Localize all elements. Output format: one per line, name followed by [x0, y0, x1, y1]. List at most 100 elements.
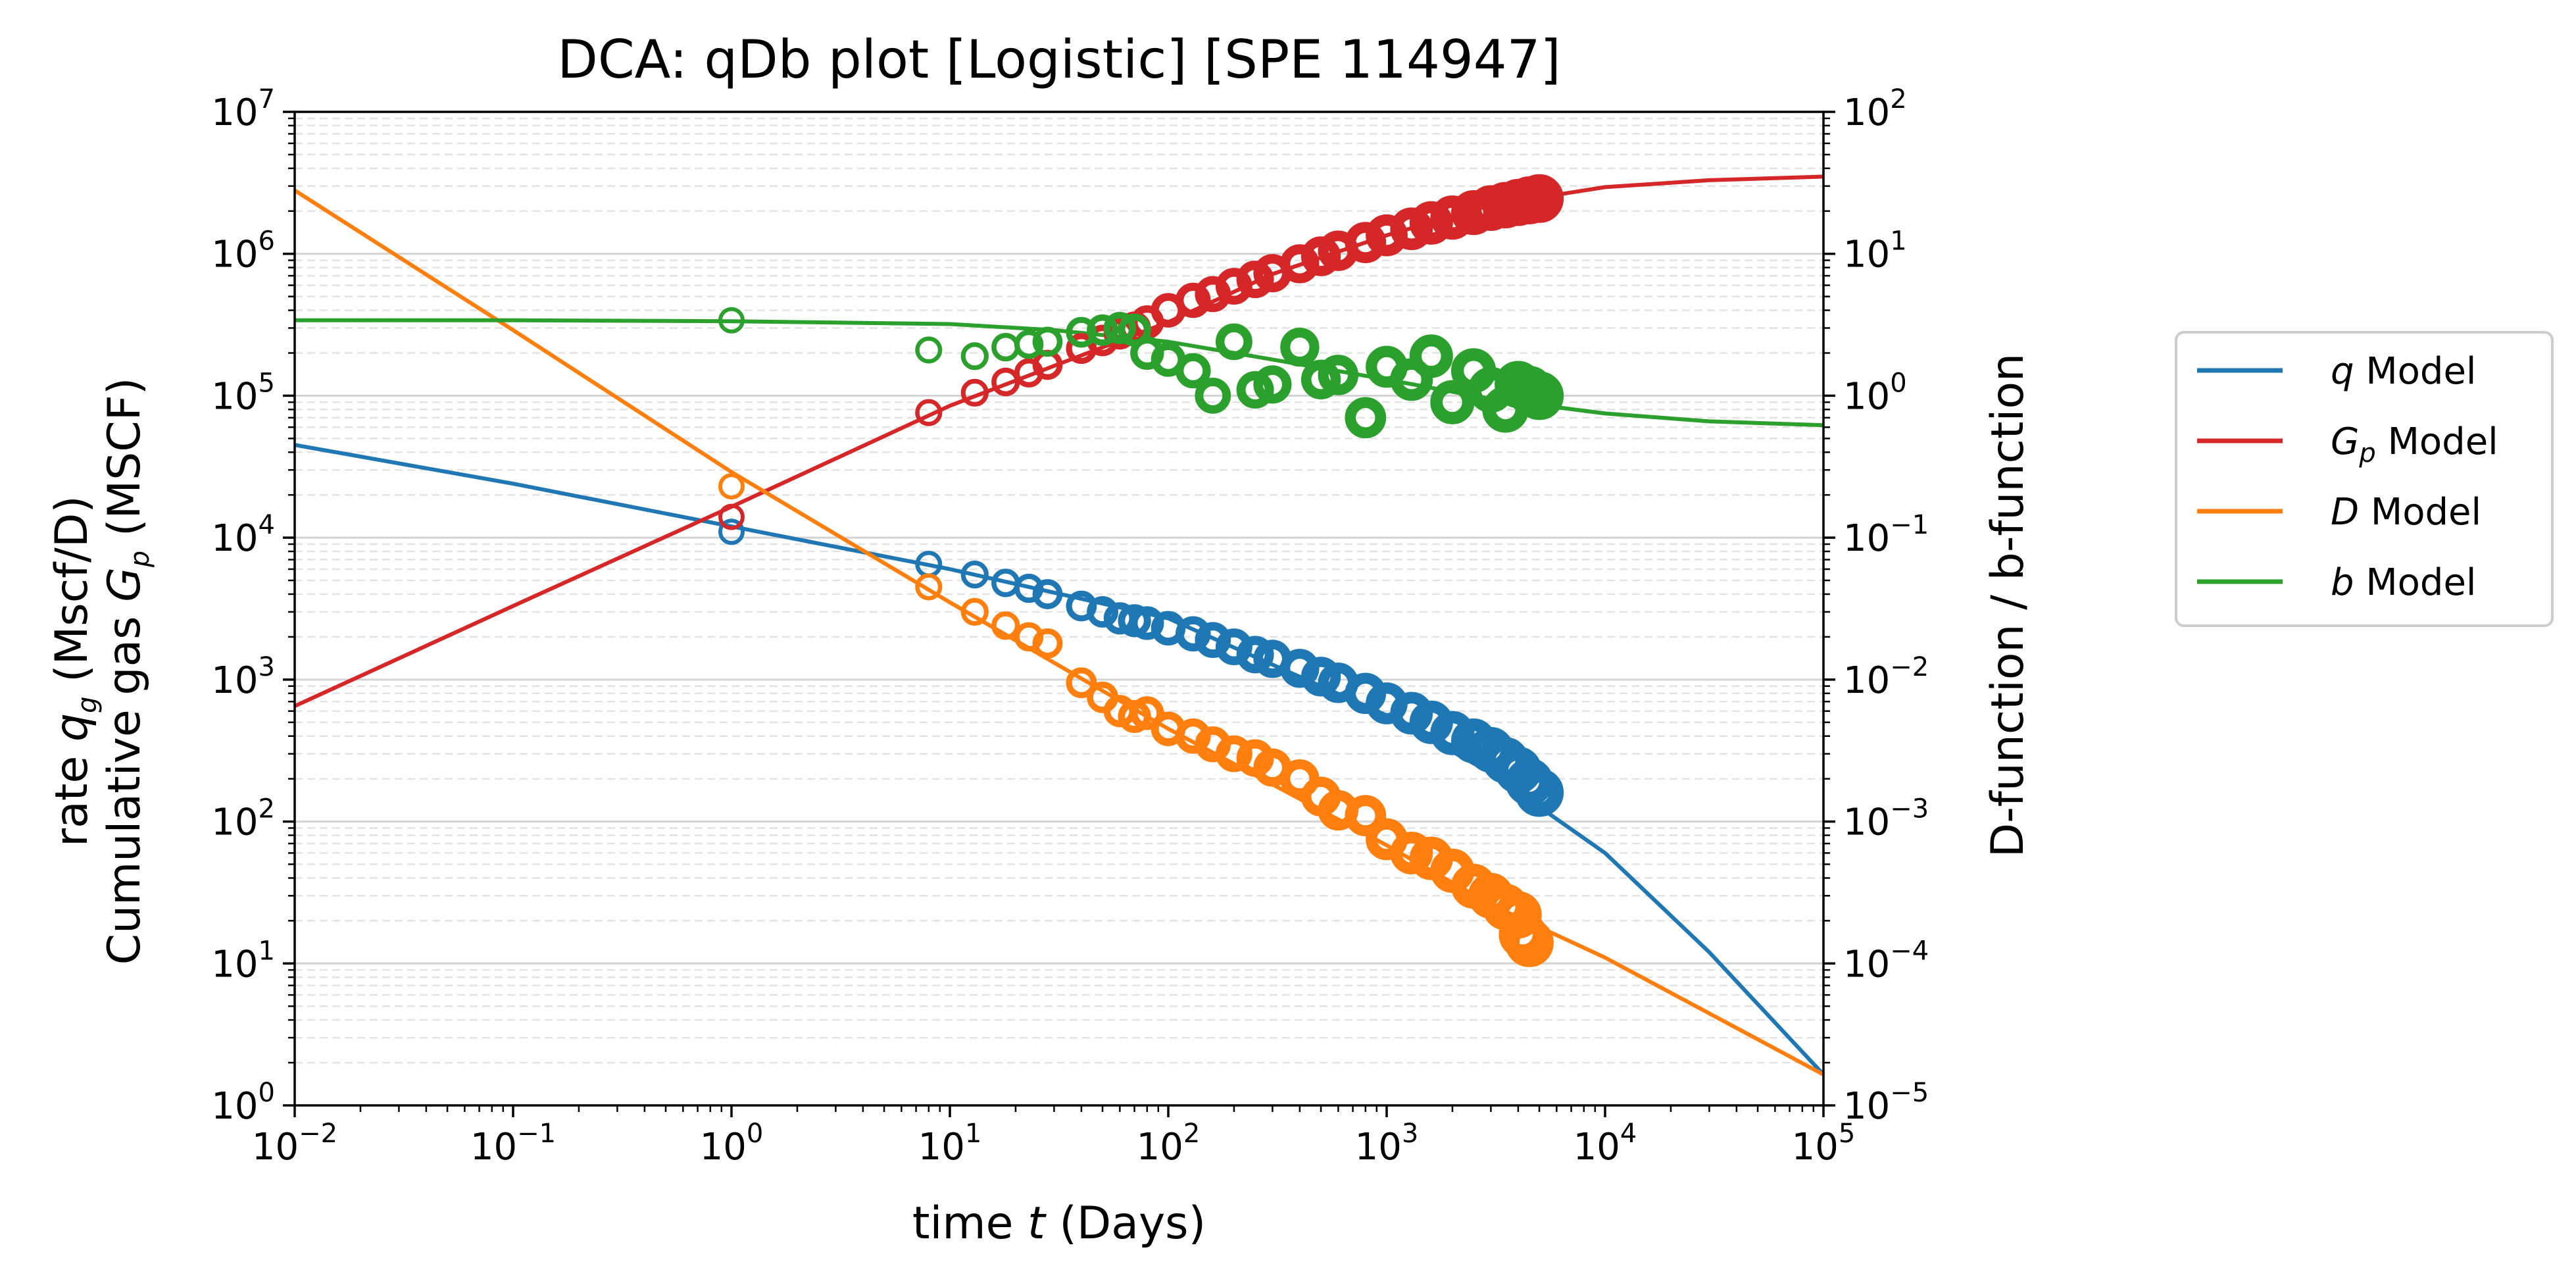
q-data-point [718, 518, 745, 545]
legend-entry: Gp Model [2331, 420, 2498, 468]
x-tick-label: 101 [918, 1119, 982, 1169]
q-data-point [1515, 768, 1564, 817]
legend-entry: D Model [2331, 491, 2481, 534]
b-data-point [1318, 355, 1359, 395]
x-tick-label: 100 [700, 1119, 764, 1169]
D-data-point [1390, 831, 1433, 874]
y-right-tick-label-exponent: −3 [1890, 794, 1929, 824]
y-left-tick-label: 107 [211, 84, 275, 134]
x-tick-label-base: 10 [918, 1126, 965, 1169]
y-left-tick-label-base: 10 [211, 801, 258, 844]
y-right-tick-label: 10−5 [1843, 1078, 1929, 1128]
y-right-tick-label: 10−3 [1843, 794, 1929, 844]
plot-frame [293, 111, 1825, 1107]
Gp-data-point [1515, 174, 1564, 223]
y-right-tick-label: 10−4 [1843, 936, 1929, 986]
x-tick-label-exponent: 2 [1183, 1119, 1200, 1149]
b-data-point [915, 336, 943, 364]
Gp-data-point [1430, 195, 1475, 240]
y-left-tick-label-base: 10 [211, 234, 258, 276]
chart-title: DCA: qDb plot [Logistic] [SPE 114947] [557, 29, 1561, 90]
x-tick-label-exponent: 0 [747, 1119, 763, 1149]
y-left-tick-label: 103 [211, 652, 275, 702]
b-data-point [1515, 371, 1564, 420]
q-data-point [1032, 579, 1063, 609]
legend-var: G [2331, 420, 2359, 463]
y-left-tick-label-exponent: 7 [259, 84, 275, 114]
legend-entry: q Model [2331, 350, 2476, 393]
q-data-point [1430, 711, 1475, 755]
y-left-line2-var: G [99, 567, 151, 602]
D-model-line [293, 188, 1825, 1076]
y-left-tick-label-exponent: 6 [259, 226, 275, 257]
y-right-tick-label: 10−2 [1843, 652, 1929, 702]
y-left-label-line1: rate qg (Mscf/D) [46, 495, 103, 847]
D-data-point [1066, 667, 1097, 699]
y-right-tick-label-base: 10 [1843, 517, 1890, 560]
b-data-point [1253, 365, 1292, 404]
y-left-tick-label-exponent: 5 [259, 368, 275, 398]
b-data-point [1215, 323, 1252, 361]
b-data-point [718, 307, 745, 334]
D-data-point [718, 473, 745, 500]
y-right-tick-label-exponent: −2 [1890, 652, 1929, 682]
y-left-line1-prefix: rate [46, 742, 98, 847]
x-label-suffix: (Days) [1045, 1198, 1206, 1249]
b-data-point [1103, 311, 1136, 345]
y-right-tick-label: 101 [1843, 226, 1907, 276]
y-left-tick-label-exponent: 4 [259, 510, 275, 540]
b-data-point [1236, 371, 1274, 409]
y-left-tick-label: 102 [211, 794, 275, 844]
legend-var: b [2331, 561, 2354, 604]
Gp-data-point [915, 399, 943, 426]
q-model-line [294, 443, 1825, 1076]
b-data-point [960, 342, 989, 370]
y-right-tick-label: 100 [1843, 368, 1907, 418]
x-tick-label-exponent: 5 [1839, 1119, 1855, 1149]
b-data-point [1409, 334, 1453, 378]
y-right-tick-label-exponent: −4 [1890, 936, 1929, 966]
x-tick-labels: 10−2 10−1 100 101 102 103 104 105 [252, 1119, 1855, 1169]
axes [283, 111, 1835, 1117]
y-right-tick-label-base: 10 [1843, 801, 1890, 844]
y-left-tick-label: 104 [211, 510, 275, 560]
x-tick-label: 103 [1355, 1119, 1419, 1169]
y-left-line2-sub: p [125, 551, 155, 568]
q-data-point [1236, 636, 1274, 674]
x-label-prefix: time [912, 1198, 1028, 1249]
x-tick-label: 104 [1573, 1119, 1637, 1169]
y-left-tick-label: 106 [211, 226, 275, 276]
y-left-line1-suffix: (Mscf/D) [46, 495, 98, 696]
D-data-point [1504, 918, 1554, 967]
x-tick-label-base: 10 [252, 1126, 299, 1169]
D-data-point [1130, 696, 1164, 730]
b-data-point [1195, 378, 1231, 414]
x-tick-label-base: 10 [1792, 1126, 1839, 1169]
Gp-data-point [991, 367, 1020, 397]
y-right-tick-label-base: 10 [1843, 91, 1890, 134]
y-left-tick-label-base: 10 [211, 517, 258, 560]
y-left-line1-sub: g [72, 697, 103, 713]
y-right-tick-label-base: 10 [1843, 375, 1890, 418]
y-right-tick-label-base: 10 [1843, 1085, 1890, 1128]
y-left-tick-label-base: 10 [211, 91, 258, 134]
y-right-axis-label: D-function / b-function [1982, 353, 2034, 857]
y-left-line1-var: q [46, 713, 98, 742]
x-tick-label: 105 [1792, 1119, 1856, 1169]
x-tick-label-base: 10 [1573, 1126, 1620, 1169]
D-data-point [1345, 795, 1387, 836]
Gp-data-point [1176, 282, 1211, 318]
b-data-point [1087, 314, 1119, 346]
x-tick-label-base: 10 [1355, 1126, 1402, 1169]
x-tick-label-exponent: 4 [1620, 1119, 1637, 1149]
y-right-tick-label: 102 [1843, 84, 1907, 134]
Gp-data-point [718, 503, 745, 530]
x-tick-label: 10−1 [470, 1119, 556, 1169]
legend-suffix: Model [2354, 350, 2477, 393]
y-left-tick-label: 105 [211, 368, 275, 418]
y-left-tick-label: 100 [211, 1078, 275, 1128]
y-left-tick-label-exponent: 2 [259, 794, 275, 824]
